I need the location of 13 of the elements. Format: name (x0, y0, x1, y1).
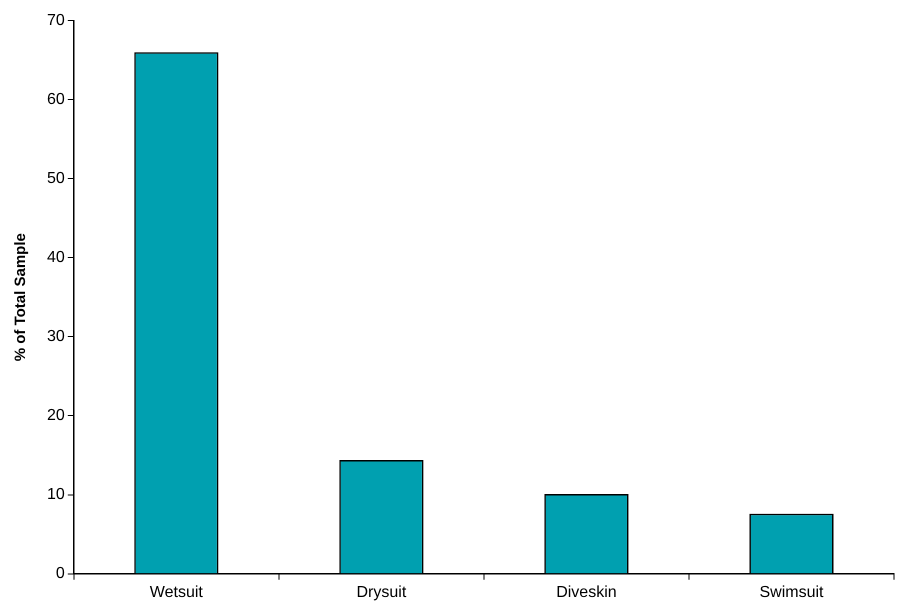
x-tick-label: Swimsuit (759, 584, 824, 601)
y-tick-label: 30 (47, 328, 65, 346)
x-tick-label: Diveskin (556, 584, 617, 601)
y-tick-label: 40 (47, 249, 65, 266)
y-tick-label: 10 (47, 486, 65, 504)
y-tick-label: 0 (56, 565, 65, 582)
x-tick-label: Drysuit (356, 584, 407, 601)
y-tick-label: 60 (47, 91, 65, 108)
y-tick-label: 70 (47, 12, 65, 30)
y-tick-label: 50 (47, 170, 65, 188)
x-tick-label: Wetsuit (150, 584, 204, 601)
y-tick-label: 20 (47, 407, 65, 424)
y-axis-title: % of Total Sample (12, 233, 30, 362)
